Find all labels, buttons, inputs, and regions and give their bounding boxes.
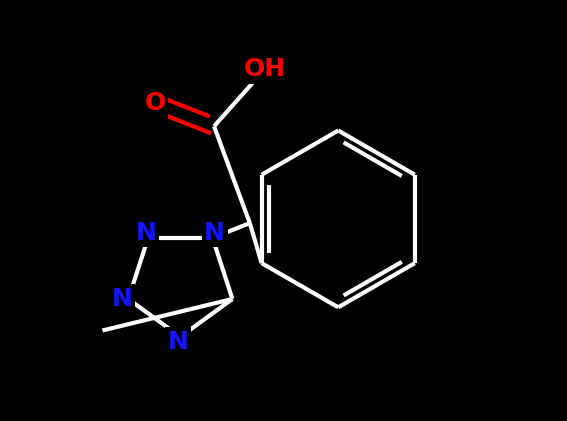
Text: N: N xyxy=(168,330,189,354)
Text: N: N xyxy=(112,287,133,311)
Text: N: N xyxy=(204,221,225,245)
Text: N: N xyxy=(136,221,156,245)
Text: OH: OH xyxy=(243,57,286,82)
Text: O: O xyxy=(145,91,166,115)
